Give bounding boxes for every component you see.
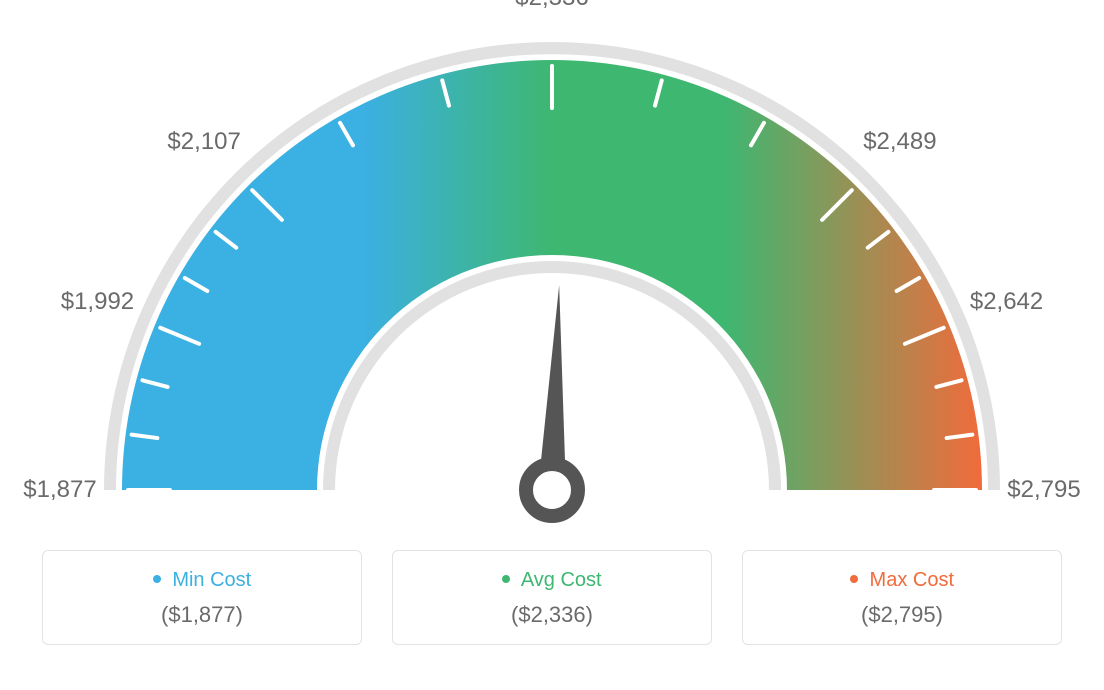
avg-cost-title-row: Avg Cost	[403, 569, 701, 592]
min-cost-title: Min Cost	[172, 569, 251, 591]
max-cost-value: ($2,795)	[753, 602, 1051, 628]
avg-dot-icon	[502, 575, 510, 583]
min-cost-title-row: Min Cost	[53, 569, 351, 592]
gauge-svg	[0, 0, 1104, 540]
avg-cost-value: ($2,336)	[403, 602, 701, 628]
chart-container: $1,877 $1,992 $2,107 $2,336 $2,489 $2,642 $2,7…	[0, 0, 1104, 690]
gauge-tick-label: $1,992	[61, 288, 134, 316]
min-cost-card: Min Cost ($1,877)	[42, 550, 362, 645]
avg-cost-card: Avg Cost ($2,336)	[392, 550, 712, 645]
gauge-tick-label: $1,877	[23, 476, 96, 504]
gauge-tick-label: $2,642	[970, 288, 1043, 316]
gauge-tick-label: $2,107	[167, 128, 240, 156]
avg-cost-title: Avg Cost	[521, 569, 602, 591]
gauge-area: $1,877 $1,992 $2,107 $2,336 $2,489 $2,642 $2,7…	[0, 0, 1104, 540]
summary-cards: Min Cost ($1,877) Avg Cost ($2,336) Max …	[0, 540, 1104, 645]
gauge-tick-label: $2,336	[515, 0, 588, 12]
max-dot-icon	[850, 575, 858, 583]
max-cost-title-row: Max Cost	[753, 569, 1051, 592]
max-cost-title: Max Cost	[870, 569, 954, 591]
gauge-tick-label: $2,489	[863, 128, 936, 156]
gauge-tick-label: $2,795	[1007, 476, 1080, 504]
max-cost-card: Max Cost ($2,795)	[742, 550, 1062, 645]
min-cost-value: ($1,877)	[53, 602, 351, 628]
min-dot-icon	[153, 575, 161, 583]
